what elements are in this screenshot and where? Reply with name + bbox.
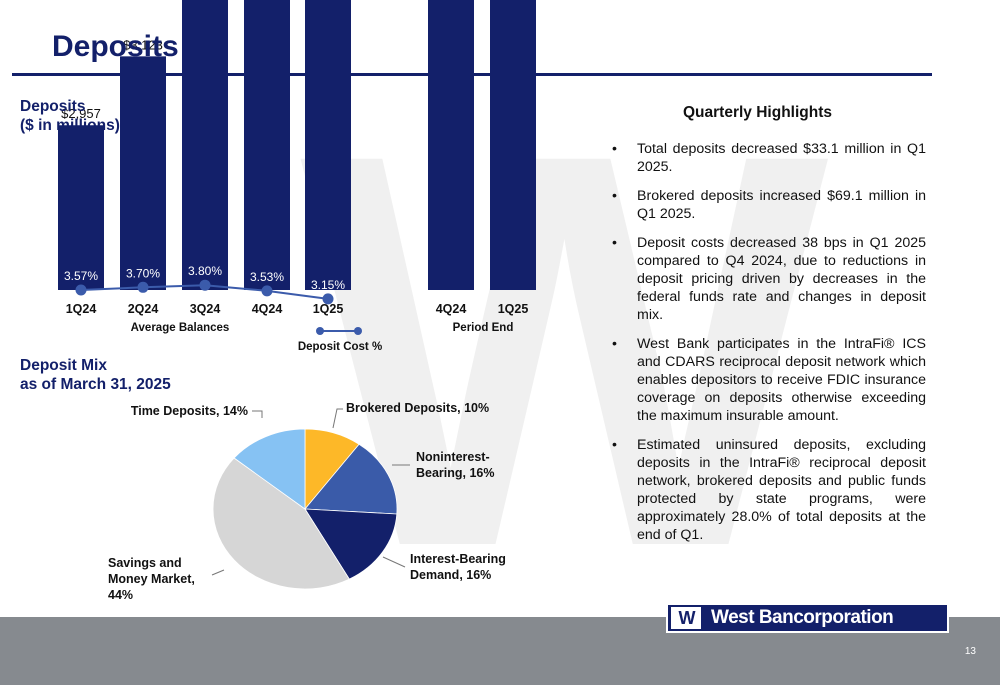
highlight-text: Deposit costs decreased 38 bps in Q1 202… [637, 235, 926, 323]
bar-0-1 [120, 56, 166, 291]
highlight-text: Total deposits decreased $33.1 million i… [637, 141, 926, 175]
logo-mark: W [671, 607, 701, 629]
line-point [75, 284, 87, 296]
page-title: Deposits [52, 30, 179, 63]
line-value-label: 3.70% [126, 266, 160, 280]
bar-value-label: $2,957 [61, 106, 101, 121]
highlights-list: • Total deposits decreased $33.1 million … [612, 140, 926, 555]
pie-slice-label: Interest-Bearing Demand, 16% [410, 552, 506, 582]
pie-leader-line [252, 410, 263, 418]
pie-leader-line [211, 569, 225, 576]
pie-label-line: Demand, 16% [410, 568, 491, 582]
mix-title-line1: Deposit Mix [20, 357, 107, 374]
pie-leader-line [332, 408, 343, 429]
group-label: Period End [453, 322, 514, 334]
highlight-item: • Total deposits decreased $33.1 million … [612, 140, 926, 176]
highlights-title: Quarterly Highlights [683, 104, 832, 121]
pie-label-line: Interest-Bearing [410, 552, 506, 566]
line-value-label: 3.15% [311, 278, 345, 292]
x-tick-label: 1Q24 [66, 302, 97, 316]
pie-slice-2 [304, 508, 398, 580]
pie-leader-line [382, 556, 406, 568]
bar-0-4 [305, 0, 351, 290]
bar-0-2 [182, 0, 228, 290]
highlight-text: West Bank participates in the IntraFi® I… [637, 336, 926, 424]
highlight-item: • Deposit costs decreased 38 bps in Q1 20… [612, 234, 926, 324]
x-tick-label: 1Q25 [498, 302, 529, 316]
bar-1-1 [490, 0, 536, 291]
pie-label-line: Noninterest- [416, 450, 490, 464]
logo-text: West Bancorporation [711, 607, 894, 628]
bullet: • [612, 188, 617, 204]
highlight-item: • Estimated uninsured deposits, excluding… [612, 436, 926, 544]
pie-slice-1 [304, 443, 398, 515]
highlight-item: • West Bank participates in the IntraFi® … [612, 335, 926, 425]
line-value-label: 3.53% [250, 270, 284, 284]
bar-1-0 [428, 0, 474, 290]
line-value-label: 3.57% [64, 269, 98, 283]
pie-slice-label: Savings and Money Market, 44% [108, 556, 195, 602]
legend-marker [316, 327, 324, 335]
bar-0-3 [244, 0, 290, 290]
line-point [199, 279, 211, 291]
x-tick-label: 4Q24 [436, 302, 467, 316]
line-value-label: 3.80% [188, 264, 222, 278]
legend-marker [354, 327, 362, 335]
deposits-title-line1: Deposits [20, 98, 86, 115]
line-point [261, 285, 273, 297]
pie-label-line: Money Market, [108, 572, 195, 586]
bullet: • [612, 336, 617, 352]
bullet: • [612, 437, 617, 453]
bar-0-0 [58, 125, 104, 291]
pie-slice-label: Time Deposits, 14% [131, 404, 248, 418]
pie-slice-4 [233, 428, 306, 510]
deposits-title-line2: ($ in millions) [20, 117, 120, 134]
bullet: • [612, 235, 617, 251]
group-label: Average Balances [131, 322, 230, 334]
pie-label-line: 44% [108, 588, 133, 602]
line-point [137, 281, 149, 293]
pie-label-line: Brokered Deposits, 10% [346, 401, 489, 415]
pie-label-line: Time Deposits, 14% [131, 404, 248, 418]
pie-label-line: Bearing, 16% [416, 466, 495, 480]
page-number: 13 [964, 646, 976, 657]
highlight-text: Brokered deposits increased $69.1 millio… [637, 188, 926, 222]
deposit-mix-title: Deposit Mix as of March 31, 2025 [20, 356, 171, 394]
highlight-text: Estimated uninsured deposits, excluding … [637, 437, 926, 543]
company-logo: W West Bancorporation [666, 603, 949, 633]
x-tick-label: 4Q24 [252, 302, 283, 316]
x-tick-label: 1Q25 [313, 302, 344, 316]
title-divider [12, 73, 932, 76]
bar-value-label: $3,123 [123, 37, 163, 52]
legend-label: Deposit Cost % [298, 341, 382, 353]
x-tick-label: 2Q24 [128, 302, 159, 316]
line-point [322, 293, 334, 305]
pie-label-line: Savings and [108, 556, 182, 570]
pie-slice-label: Noninterest- Bearing, 16% [416, 450, 495, 480]
highlight-item: • Brokered deposits increased $69.1 milli… [612, 187, 926, 223]
mix-title-line2: as of March 31, 2025 [20, 376, 171, 393]
pie-slice-label: Brokered Deposits, 10% [346, 401, 489, 415]
pie-slice-3 [212, 457, 350, 590]
x-tick-label: 3Q24 [190, 302, 221, 316]
bullet: • [612, 141, 617, 157]
deposits-chart-title: Deposits ($ in millions) [20, 97, 120, 135]
